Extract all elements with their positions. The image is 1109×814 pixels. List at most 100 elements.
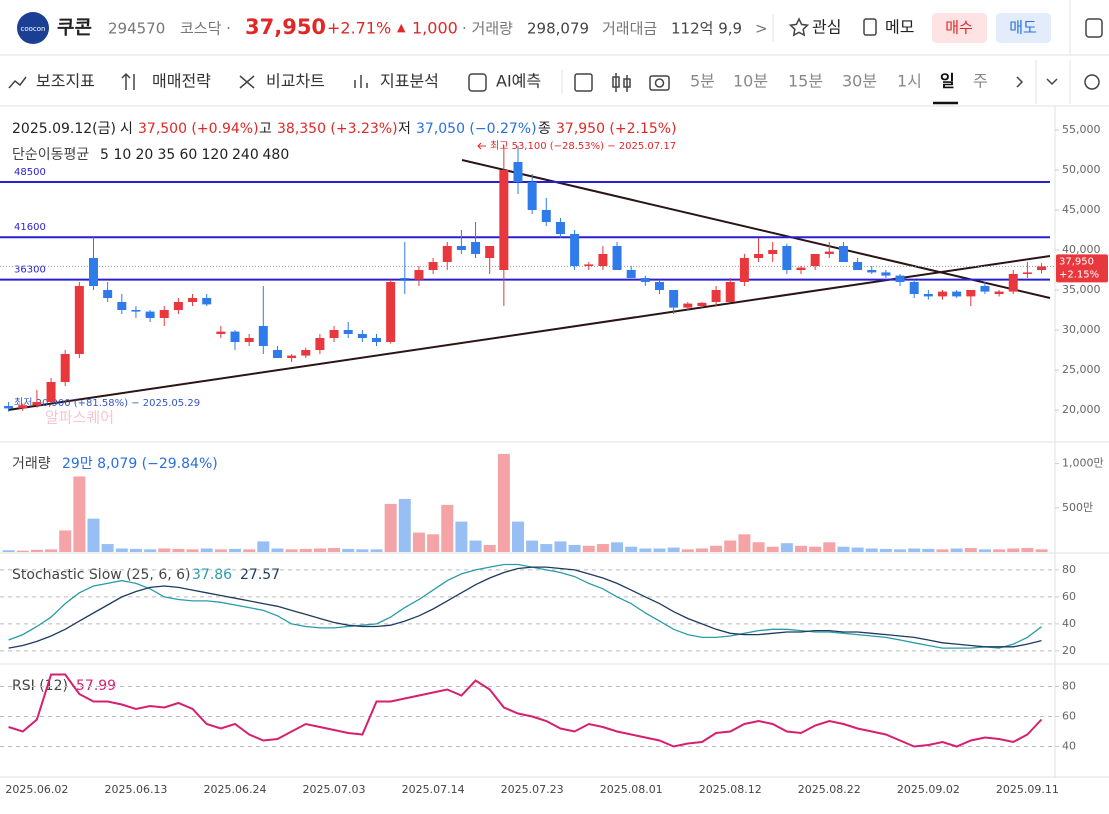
memo-button[interactable]: 메모 — [885, 18, 914, 37]
stock-code: 294570 — [108, 20, 165, 38]
volume-bar — [752, 542, 765, 552]
y-tick-label: 20 — [1062, 644, 1076, 657]
toolbar-item[interactable]: 15분 — [788, 72, 823, 91]
compare-icon[interactable] — [239, 75, 255, 89]
candle-body — [711, 290, 721, 302]
volume-bar — [299, 548, 312, 552]
toolbar-item[interactable]: 주 — [973, 72, 988, 91]
candle-body — [372, 338, 381, 342]
y-tick-label: 1,000만 — [1062, 457, 1104, 470]
candle-body — [301, 350, 311, 356]
panel-icon[interactable] — [1085, 18, 1103, 38]
toolbar-item[interactable]: 매매전략 — [152, 72, 211, 91]
volume-bar — [540, 544, 553, 552]
x-tick-label: 2025.07.03 — [303, 783, 366, 796]
y-tick-label: 50,000 — [1062, 163, 1101, 176]
volume-bar — [483, 544, 496, 552]
candle-body — [541, 210, 551, 222]
candle-body — [428, 262, 438, 270]
candle-body — [258, 326, 268, 346]
series-line — [8, 563, 1042, 649]
buy-button[interactable] — [932, 13, 987, 43]
candle-body — [655, 282, 664, 290]
settings-icon[interactable] — [1084, 74, 1100, 90]
ai-icon[interactable] — [468, 73, 487, 92]
candle-body — [754, 254, 764, 258]
volume-bar — [455, 521, 468, 552]
level-label: 48500 — [14, 167, 46, 178]
candle-body — [485, 246, 495, 258]
volume-bar — [342, 548, 355, 552]
stock-name: 쿠콘 — [57, 17, 92, 39]
toolbar-item[interactable]: 지표분석 — [380, 72, 439, 91]
candle-body — [287, 355, 297, 358]
analysis-icon[interactable] — [354, 75, 368, 88]
watch-button[interactable]: 관심 — [812, 18, 841, 37]
volume-bar — [1007, 548, 1020, 552]
volume-bar — [271, 548, 284, 552]
x-tick-label: 2025.08.01 — [600, 783, 663, 796]
volume-bar — [780, 543, 793, 552]
toolbar-item[interactable]: 일 — [940, 72, 955, 91]
toolbar-item[interactable]: 보조지표 — [36, 72, 95, 91]
sell-button[interactable] — [996, 13, 1051, 43]
scroll-right[interactable] — [1016, 76, 1024, 88]
candle-body — [895, 275, 905, 282]
buy-label[interactable]: 매수 — [945, 19, 973, 37]
volume: 298,079 — [527, 20, 589, 38]
dropdown[interactable] — [1046, 78, 1058, 86]
volume-bar — [497, 453, 510, 552]
trend-line — [7, 255, 1051, 411]
candle-body — [923, 294, 933, 297]
toolbar-item[interactable]: 비교차트 — [266, 72, 325, 91]
draw-icon[interactable] — [574, 73, 593, 92]
candle-body — [838, 246, 848, 262]
indicator-icon[interactable] — [8, 76, 27, 89]
volume-bar — [738, 534, 751, 552]
more[interactable]: > — [755, 20, 768, 38]
volume-summary: 29만 8,079 (−29.84%) — [62, 456, 218, 472]
candle-body — [584, 264, 594, 266]
candle-body — [471, 242, 481, 254]
candle-body — [117, 302, 127, 310]
ma-legend-item: 5 — [100, 147, 109, 163]
candle-body — [881, 272, 891, 276]
trend-line — [461, 159, 1051, 299]
candle-body — [131, 310, 141, 312]
candle-body — [46, 382, 56, 402]
candle-body — [442, 246, 452, 262]
camera-icon[interactable] — [649, 75, 670, 91]
toolbar-item[interactable]: 30분 — [842, 72, 877, 91]
toolbar-item[interactable]: 10분 — [733, 72, 768, 91]
volume-bar — [639, 548, 652, 552]
volume-bar — [257, 541, 270, 552]
candle-body — [414, 270, 424, 280]
star-icon[interactable] — [788, 17, 810, 37]
volume-bar — [922, 548, 935, 552]
volume-bar — [823, 542, 836, 552]
sell-label[interactable]: 매도 — [1009, 19, 1037, 37]
volume-bar — [950, 548, 963, 552]
toolbar-item[interactable]: AI예측 — [496, 72, 541, 91]
low-note: 최저 20,900 (+81.58%) − 2025.05.29 — [14, 397, 200, 409]
candle-body — [570, 234, 580, 266]
volume-bar — [356, 549, 369, 552]
y-tick-label: 40 — [1062, 617, 1076, 630]
x-tick-label: 2025.07.23 — [501, 783, 564, 796]
volume-bar — [837, 546, 850, 552]
strategy-icon[interactable] — [121, 72, 135, 90]
volume-bar — [370, 549, 383, 552]
toolbar-item[interactable]: 5분 — [690, 72, 715, 91]
candle-icon[interactable] — [612, 73, 631, 92]
candle-body — [1008, 274, 1018, 292]
volume-bar — [936, 549, 949, 552]
candle-body — [18, 405, 28, 409]
x-tick-label: 2025.08.22 — [798, 783, 861, 796]
logo — [17, 12, 49, 44]
volume-bar — [695, 548, 708, 552]
y-tick-label: 60 — [1062, 710, 1076, 723]
volume-bar — [285, 549, 298, 552]
memo-icon[interactable] — [863, 18, 877, 36]
volume-bar — [313, 548, 326, 552]
toolbar-item[interactable]: 1시 — [897, 72, 922, 91]
